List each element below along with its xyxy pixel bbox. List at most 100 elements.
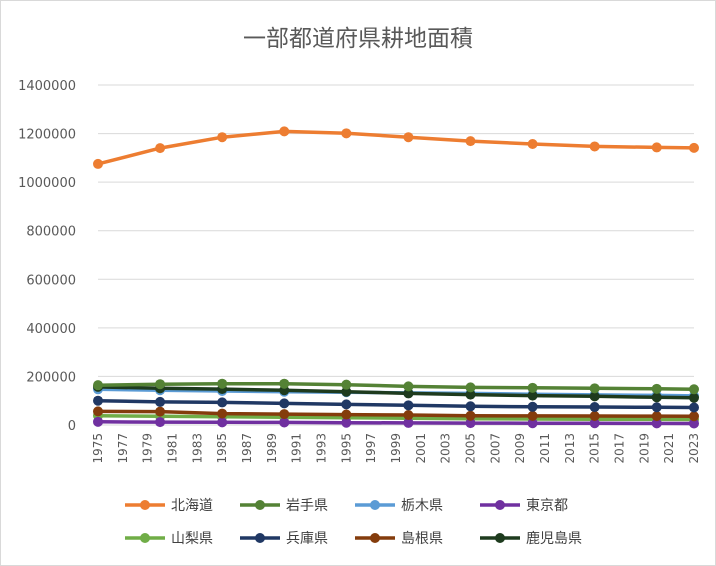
data-point (465, 136, 476, 147)
series-北海道 (93, 126, 699, 169)
x-tick-label: 1981 (166, 433, 180, 464)
data-point (93, 158, 103, 169)
series-岩手県 (93, 378, 699, 395)
data-point (689, 402, 699, 413)
x-tick-label: 1995 (339, 433, 353, 464)
data-point (689, 411, 699, 422)
y-tick-label: 1200000 (18, 128, 76, 143)
data-point (93, 395, 103, 406)
legend-marker (255, 500, 265, 510)
x-tick-label: 2001 (414, 433, 428, 464)
data-point (341, 399, 352, 410)
data-point (93, 406, 103, 417)
x-tick-label: 2009 (513, 433, 527, 464)
x-tick-label: 1977 (116, 433, 130, 464)
chart-title: 一部都道府県耕地面積 (243, 26, 473, 52)
legend-label: 島根県 (401, 531, 443, 547)
data-point (527, 139, 538, 150)
data-point (651, 418, 662, 429)
data-point (651, 392, 662, 403)
x-tick-label: 1985 (215, 433, 229, 464)
data-point (589, 391, 600, 402)
data-point (155, 379, 166, 390)
x-tick-label: 1983 (190, 433, 204, 464)
data-point (217, 132, 228, 143)
data-point (403, 400, 414, 411)
series-東京都 (93, 416, 699, 429)
data-point (93, 416, 103, 427)
data-point (465, 389, 476, 400)
data-point (341, 417, 352, 428)
legend-marker (495, 533, 505, 543)
data-point (589, 411, 600, 422)
legend-label: 兵庫県 (286, 530, 328, 547)
x-tick-label: 2021 (662, 433, 676, 464)
data-point (403, 381, 414, 392)
x-tick-label: 2005 (464, 433, 478, 464)
legend-item: 島根県 (355, 531, 443, 547)
data-point (589, 418, 600, 429)
y-tick-label: 1000000 (18, 176, 76, 191)
data-point (689, 142, 699, 153)
data-point (465, 401, 476, 412)
x-tick-label: 2017 (613, 433, 627, 464)
data-point (155, 143, 166, 154)
data-point (651, 383, 662, 394)
data-point (465, 418, 476, 429)
x-tick-label: 2007 (488, 433, 502, 464)
data-point (403, 410, 414, 421)
data-point (689, 392, 699, 403)
data-point (589, 141, 600, 152)
data-point (651, 402, 662, 413)
legend-marker (370, 500, 380, 510)
legend-label: 東京都 (526, 498, 568, 514)
x-tick-label: 2011 (538, 433, 552, 464)
y-axis-tick-labels: 0 200000 400000 600000 800000 1000000 1200000 1… (18, 79, 76, 434)
data-point (589, 383, 600, 394)
data-point (341, 386, 352, 397)
data-point (527, 401, 538, 412)
data-point (527, 418, 538, 429)
data-point (217, 417, 228, 428)
x-tick-label: 1999 (389, 433, 403, 464)
data-point (279, 417, 290, 428)
data-point (155, 396, 166, 407)
data-point (341, 379, 352, 390)
data-point (527, 390, 538, 401)
data-point (93, 380, 103, 391)
legend-item: 栃木県 (355, 498, 443, 514)
data-point (217, 408, 228, 419)
data-point (155, 406, 166, 417)
legend-item: 岩手県 (240, 498, 328, 514)
data-point (217, 378, 228, 389)
x-tick-label: 1993 (315, 433, 329, 464)
legend-item: 北海道 (125, 498, 213, 514)
legend-marker (255, 533, 265, 543)
data-point (527, 382, 538, 393)
legend-marker (495, 500, 505, 510)
legend-label: 岩手県 (286, 498, 328, 514)
legend-marker (140, 500, 150, 510)
data-point (651, 142, 662, 153)
data-point (465, 410, 476, 421)
y-tick-label: 600000 (26, 273, 76, 288)
x-tick-label: 2003 (439, 433, 453, 464)
x-axis-tick-labels: 1975 1977 1979 1981 1983 1985 1987 1989 1991 1993… (91, 433, 701, 464)
data-point (217, 397, 228, 408)
y-tick-label: 400000 (26, 322, 76, 337)
data-point (651, 411, 662, 422)
x-tick-label: 2013 (563, 433, 577, 464)
legend-item: 鹿児島県 (480, 530, 582, 547)
legend-item: 東京都 (480, 498, 568, 514)
data-point (689, 384, 699, 395)
x-tick-label: 2015 (588, 433, 602, 464)
y-tick-label: 800000 (26, 225, 76, 240)
legend-item: 山梨県 (125, 531, 213, 547)
legend-label: 栃木県 (401, 498, 443, 514)
series-line (96, 420, 696, 426)
series-島根県 (93, 406, 699, 422)
